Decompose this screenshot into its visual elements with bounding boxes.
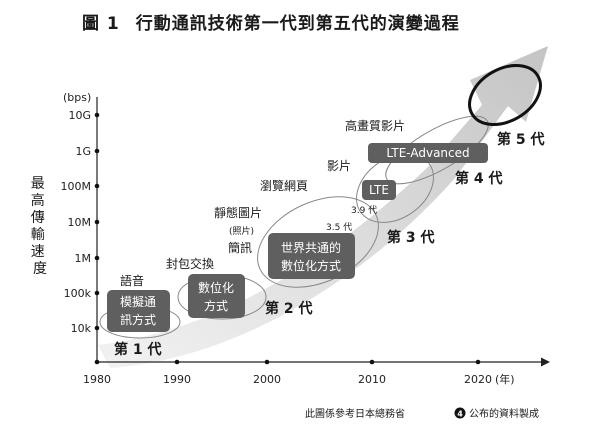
growth-arrow [98, 46, 548, 368]
y-title-char: 輸 [31, 227, 45, 243]
y-title-char: 最 [31, 176, 45, 192]
gen3-label: 第 3 代 [387, 229, 435, 246]
gen1-box [107, 290, 170, 332]
gen5-label: 第 5 代 [497, 131, 545, 148]
x-tick-label: 1990 [163, 373, 191, 386]
source-note: 此圖係參考日本總務省 [305, 407, 405, 420]
gen1-box-line1: 模擬通 [120, 294, 156, 309]
gen1-note: 語音 [120, 273, 144, 288]
y-tick-label: 10M [68, 216, 92, 229]
gen2-note: 簡訊 [228, 240, 252, 255]
source-text-after: 公布的資料製成 [469, 407, 539, 420]
gen2-label: 第 2 代 [265, 300, 313, 317]
gen1-box-line2: 訊方式 [120, 312, 156, 327]
gen3-note: 3.5 代 [326, 222, 352, 233]
x-tick-label: 2000 [253, 373, 281, 386]
y-title-char: 速 [31, 244, 45, 260]
gen5-note: 高畫質影片 [345, 118, 405, 133]
y-tick-dot [94, 112, 100, 118]
y-tick-dot [94, 255, 100, 261]
circled-number-badge [454, 407, 466, 419]
y-tick-dot [94, 290, 100, 296]
gen2-box-line1: 數位化 [198, 280, 234, 295]
gen4-box-line1: LTE [369, 183, 389, 197]
x-tick-label: 2010 [358, 373, 386, 386]
source-text-before: 此圖係參考日本總務省 [305, 407, 405, 420]
y-axis-unit: (bps) [63, 91, 91, 104]
y-tick-dot [94, 325, 100, 331]
y-title-char: 傳 [31, 210, 45, 226]
gen2-box-line2: 方式 [204, 298, 228, 313]
y-tick-label: 1G [75, 145, 91, 158]
x-tick-label: 2020 [464, 373, 492, 386]
y-axis-title: 最 高 傳 輸 速 度 [31, 176, 49, 277]
figure-title: 圖 1 行動通訊技術第一代到第五代的演變過程 [82, 9, 460, 34]
x-tick-dot [94, 359, 100, 365]
y-tick-dot [94, 148, 100, 154]
y-tick-label: 10G [68, 109, 91, 122]
y-tick-label: 100M [61, 180, 92, 193]
gen3-box-line1: 世界共通的 [281, 240, 341, 255]
gen4-box [362, 180, 396, 200]
x-tick-dot [264, 359, 270, 365]
x-tick-dot [369, 359, 375, 365]
y-tick-dot [94, 219, 100, 225]
x-tick-dot [174, 359, 180, 365]
gen3-box [268, 233, 355, 279]
y-tick-label: 1M [75, 252, 92, 265]
gen3-box-line2: 數位化方式 [281, 258, 341, 273]
y-tick-dot [94, 183, 100, 189]
x-axis-arrowhead [541, 357, 550, 367]
gen2-box [188, 274, 245, 318]
figure-title-text: 行動通訊技術第一代到第五代的演變過程 [135, 14, 460, 34]
y-title-char: 高 [31, 192, 45, 209]
gen4-note: 3.9 代 [351, 205, 377, 216]
gen3-note: (照片) [229, 225, 254, 237]
x-axis-unit: (年) [495, 372, 515, 386]
y-tick-label: 100k [64, 287, 92, 300]
gen5-ellipse [385, 115, 489, 185]
gen4-note: 影片 [327, 159, 351, 173]
circled-number: 4 [457, 410, 463, 419]
gen4-note: 瀏覽網頁 [260, 178, 308, 193]
gen5-box-line1: LTE-Advanced [386, 146, 469, 160]
y-title-char: 度 [33, 261, 47, 277]
y-tick-label: 10k [71, 322, 92, 335]
gen4-ellipse [356, 153, 434, 223]
gen1-label: 第 1 代 [114, 341, 162, 358]
gen2-note: 封包交換 [166, 256, 214, 271]
x-tick-dot [475, 359, 481, 365]
figure-number: 圖 1 [82, 14, 120, 34]
gen5-box [368, 143, 488, 163]
future-ellipse [468, 64, 542, 126]
gen3-note: 靜態圖片 [214, 205, 262, 220]
x-tick-label: 1980 [83, 373, 111, 386]
gen4-label: 第 4 代 [455, 170, 503, 187]
